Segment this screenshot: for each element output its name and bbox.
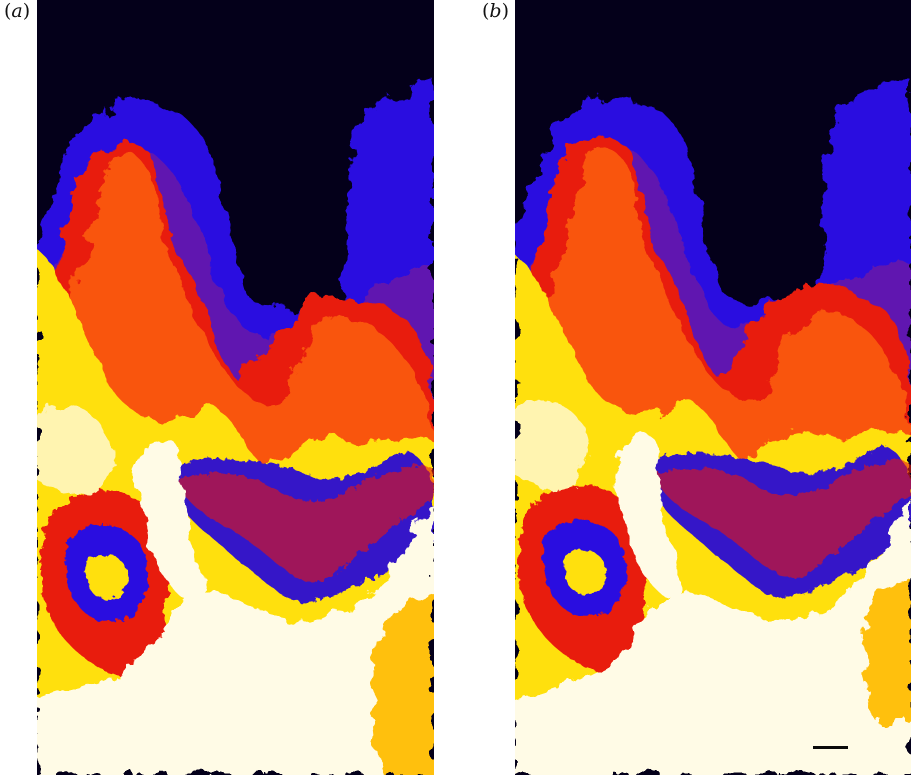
simulation-panel-a — [37, 0, 434, 775]
panel-label-a: (a) — [4, 0, 31, 22]
turbulent-mixing-image-a — [37, 0, 434, 775]
turbulent-mixing-image-b — [515, 0, 911, 775]
simulation-panel-b — [515, 0, 911, 775]
scale-bar — [813, 746, 848, 749]
panel-label-b: (b) — [482, 0, 510, 22]
